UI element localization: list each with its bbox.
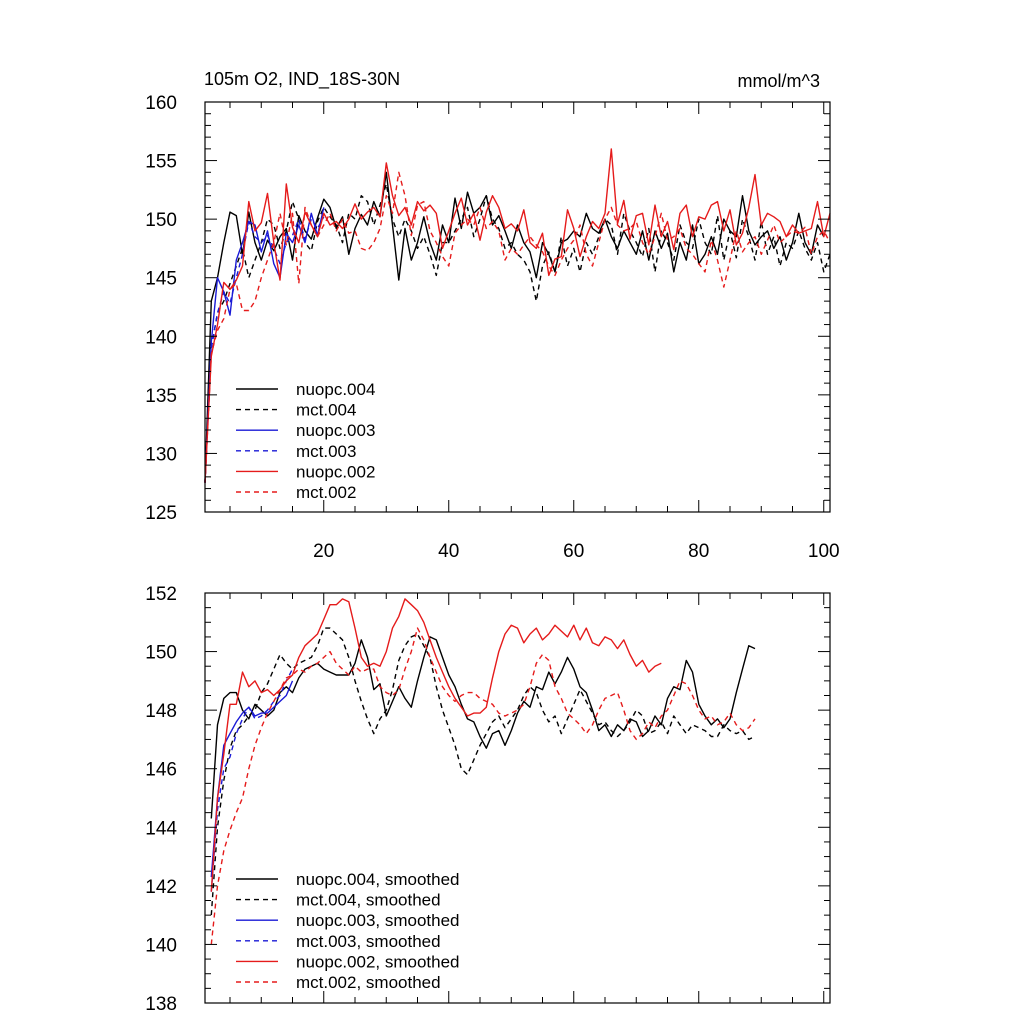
bottom-panel: 138 140 142 144 146 148 150 152 nuopc.004, smoo… (145, 584, 831, 1015)
top-x-tick-label: 20 (313, 541, 334, 562)
bottom-legend-label: mct.003, smoothed (296, 932, 441, 951)
bottom-series-nuopc-004-smoothed (210, 636, 756, 819)
top-ticks-group: 20 40 60 80 100 125 130 135 140 145 150 155 160 (145, 93, 839, 562)
bottom-series-nuopc-002-smoothed (210, 598, 662, 892)
top-chart-units: mmol/m^3 (738, 71, 820, 91)
top-legend-label: nuopc.002 (296, 462, 375, 481)
bottom-y-tick-label: 146 (145, 760, 177, 781)
top-x-tick-label: 100 (808, 541, 840, 562)
top-chart-title: 105m O2, IND_18S-30N (204, 69, 400, 90)
top-series-nuopc-003 (204, 207, 325, 483)
bottom-series-mct-004-smoothed (210, 627, 756, 916)
top-x-tick-label: 40 (438, 541, 459, 562)
top-y-tick-label: 145 (145, 269, 177, 290)
top-series-group (204, 148, 831, 483)
top-y-tick-label: 150 (145, 210, 177, 231)
bottom-legend-label: nuopc.003, smoothed (296, 911, 460, 930)
top-y-tick-label: 155 (145, 152, 177, 173)
bottom-y-tick-label: 142 (145, 877, 177, 898)
bottom-series-group (210, 598, 756, 945)
bottom-y-tick-label: 148 (145, 701, 177, 722)
bottom-legend-label: nuopc.004, smoothed (296, 870, 460, 889)
bottom-y-tick-label: 144 (145, 818, 177, 839)
top-legend-label: mct.003 (296, 442, 356, 461)
top-series-mct-002 (204, 171, 831, 483)
top-legend-label: mct.004 (296, 401, 356, 420)
bottom-legend-label: mct.002, smoothed (296, 973, 441, 992)
bottom-y-tick-label: 140 (145, 935, 177, 956)
bottom-legend-label: nuopc.002, smoothed (296, 952, 460, 971)
bottom-series-mct-003-smoothed (210, 668, 294, 892)
top-panel: 105m O2, IND_18S-30N mmol/m^3 20 40 60 80 10… (145, 69, 839, 562)
top-series-mct-003 (204, 216, 325, 483)
top-legend-label: nuopc.003 (296, 421, 375, 440)
bottom-y-tick-label: 150 (145, 643, 177, 664)
top-series-mct-004 (204, 183, 831, 483)
bottom-y-tick-label: 138 (145, 994, 177, 1015)
top-y-tick-label: 140 (145, 327, 177, 348)
top-x-tick-label: 80 (688, 541, 709, 562)
top-legend-label: nuopc.004 (296, 380, 375, 399)
top-y-tick-label: 135 (145, 386, 177, 407)
top-legend-label: mct.002 (296, 483, 356, 502)
bottom-y-tick-label: 152 (145, 584, 177, 605)
bottom-legend-label: mct.004, smoothed (296, 891, 441, 910)
bottom-series-mct-002-smoothed (210, 627, 756, 945)
top-plot-frame (204, 101, 831, 513)
top-y-tick-label: 160 (145, 93, 177, 114)
top-y-tick-label: 130 (145, 444, 177, 465)
top-y-tick-label: 125 (145, 503, 177, 524)
top-x-tick-label: 60 (563, 541, 584, 562)
bottom-ticks-group: 138 140 142 144 146 148 150 152 (145, 584, 831, 1015)
